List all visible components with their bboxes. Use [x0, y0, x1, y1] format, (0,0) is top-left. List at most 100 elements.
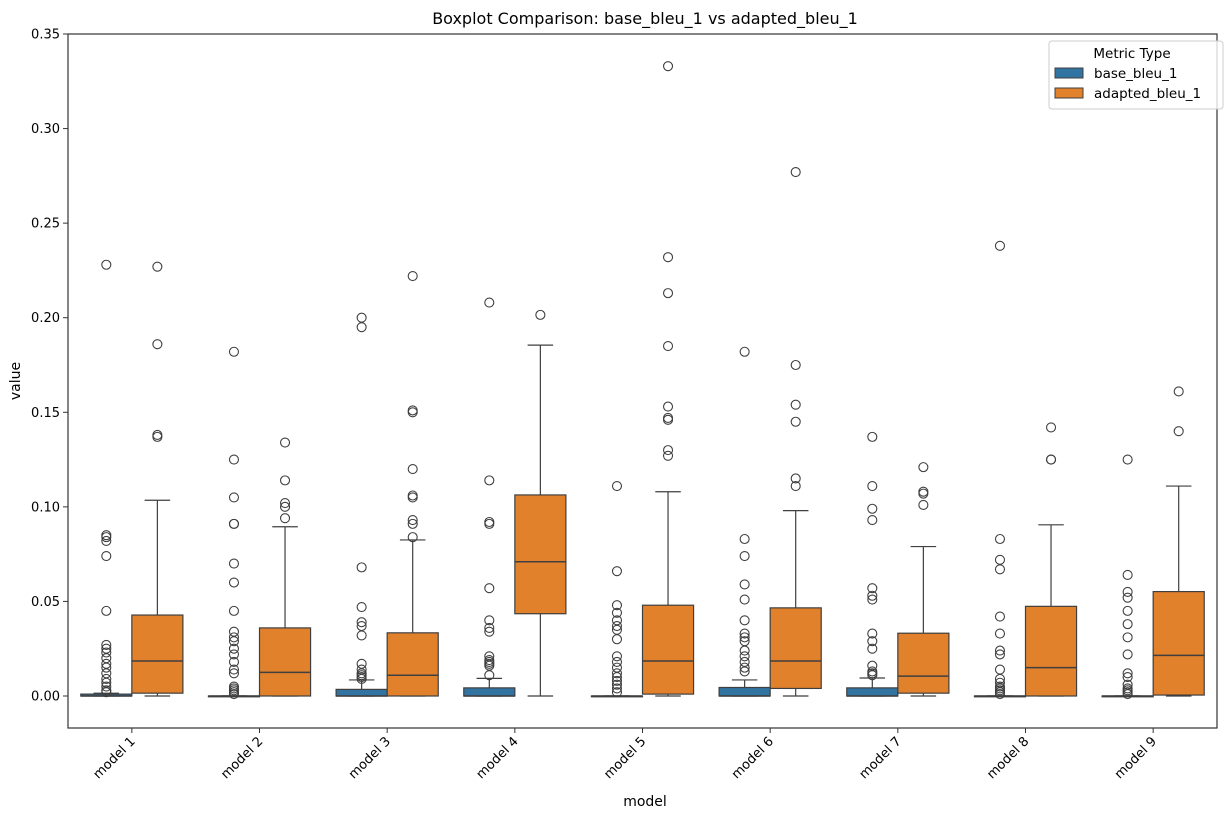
outlier-point	[228, 577, 240, 588]
outlier-point	[279, 501, 291, 512]
outlier-point	[662, 401, 674, 412]
outlier-point	[1122, 668, 1133, 679]
outlier-point	[228, 664, 240, 675]
outlier-point	[611, 687, 623, 698]
outlier-point	[790, 481, 801, 492]
box-body	[641, 604, 695, 695]
legend-swatch-base	[1054, 67, 1084, 79]
outlier-point	[484, 583, 495, 594]
outlier-point	[101, 535, 112, 546]
box-adapted_bleu_1-model-9	[1152, 386, 1205, 697]
outlier-point	[535, 309, 546, 320]
outlier-point	[407, 463, 418, 475]
outlier-point	[739, 666, 750, 677]
box-body	[1024, 605, 1078, 697]
box-base_bleu_1-model-3	[335, 312, 388, 697]
box-adapted_bleu_1-model-3	[386, 271, 439, 697]
outlier-point	[739, 615, 750, 626]
box-base_bleu_1-model-4	[463, 297, 516, 697]
outlier-point	[101, 662, 112, 673]
outlier-point	[918, 462, 929, 473]
outlier-point	[1045, 422, 1057, 433]
outlier-point	[484, 518, 495, 529]
outlier-point	[790, 359, 801, 371]
outlier-point	[867, 503, 878, 514]
y-tick-label: 0.05	[31, 595, 60, 610]
x-tick-label: model 4	[474, 734, 522, 782]
outlier-point	[1045, 454, 1057, 465]
legend-label-base: base_bleu_1	[1094, 66, 1177, 82]
outlier-point	[662, 450, 674, 461]
outlier-point	[918, 488, 929, 499]
outlier-point	[101, 550, 112, 562]
outlier-point	[228, 689, 240, 700]
outlier-point	[662, 288, 674, 299]
outlier-point	[356, 617, 367, 628]
series-base_bleu_1	[80, 240, 1154, 700]
outlier-point	[662, 414, 674, 425]
outlier-point	[407, 515, 418, 526]
outlier-point	[739, 645, 750, 656]
box-adapted_bleu_1-model-2	[258, 437, 312, 697]
box-base_bleu_1-model-2	[207, 346, 261, 700]
outlier-point	[1122, 454, 1133, 465]
y-axis-label: value	[8, 362, 24, 400]
y-tick-label: 0.30	[31, 122, 60, 137]
outlier-point	[994, 611, 1006, 622]
outlier-point	[356, 673, 367, 685]
outlier-point	[994, 689, 1006, 700]
box-body	[1152, 590, 1205, 696]
outlier-point	[228, 636, 240, 647]
chart-title: Boxplot Comparison: base_bleu_1 vs adapt…	[432, 9, 858, 29]
legend-title: Metric Type	[1093, 46, 1170, 62]
outlier-point	[739, 651, 750, 662]
legend-swatch-adapted	[1054, 87, 1084, 99]
x-tick-label: model 5	[601, 734, 649, 782]
outlier-point	[407, 518, 418, 529]
outlier-point	[739, 594, 750, 605]
outlier-point	[867, 481, 878, 492]
x-tick-label: model 1	[91, 734, 139, 782]
box-body	[335, 688, 388, 697]
outlier-point	[739, 632, 750, 643]
outlier-point	[739, 550, 750, 562]
outlier-point	[1122, 605, 1133, 616]
outlier-point	[867, 590, 878, 601]
outlier-point	[484, 475, 495, 486]
outlier-point	[484, 622, 495, 633]
outlier-point	[407, 271, 418, 282]
outlier-point	[1173, 426, 1184, 437]
box-body	[514, 494, 567, 615]
outlier-point	[994, 564, 1006, 575]
outlier-point	[918, 499, 929, 511]
outlier-point	[739, 533, 750, 545]
box-adapted_bleu_1-model-1	[131, 261, 184, 697]
outlier-point	[739, 628, 750, 639]
outlier-point	[152, 339, 163, 350]
box-body	[897, 632, 950, 694]
outlier-point	[790, 167, 801, 178]
outlier-point	[994, 664, 1006, 675]
y-tick-label: 0.25	[31, 217, 60, 232]
legend-label-adapted: adapted_bleu_1	[1094, 86, 1201, 102]
series-adapted_bleu_1	[131, 61, 1205, 697]
outlier-point	[662, 341, 674, 352]
box-base_bleu_1-model-5	[590, 481, 644, 698]
outlier-point	[662, 445, 674, 456]
box-body	[386, 632, 439, 697]
outlier-point	[101, 687, 112, 698]
outlier-point	[101, 532, 112, 543]
outlier-point	[611, 675, 623, 686]
outlier-point	[867, 594, 878, 605]
box-base_bleu_1-model-1	[80, 259, 133, 698]
outlier-point	[228, 668, 240, 679]
outlier-point	[228, 643, 240, 654]
outlier-point	[790, 416, 801, 427]
outlier-point	[484, 615, 495, 626]
outlier-point	[1122, 592, 1133, 603]
box-body	[131, 614, 184, 694]
x-tick-label: model 9	[1112, 734, 1160, 782]
outlier-point	[867, 670, 878, 681]
outlier-point	[484, 297, 495, 308]
